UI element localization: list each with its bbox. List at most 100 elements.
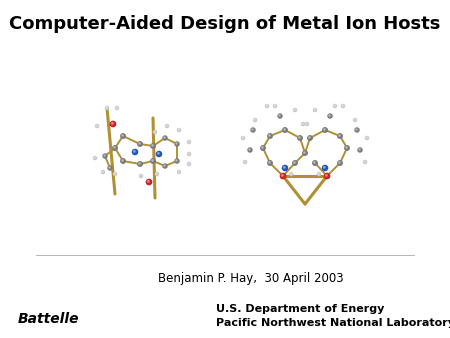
Circle shape	[176, 143, 177, 144]
Circle shape	[308, 136, 312, 140]
Circle shape	[175, 159, 179, 163]
Circle shape	[328, 114, 332, 118]
Circle shape	[269, 135, 270, 136]
Circle shape	[304, 152, 305, 153]
Circle shape	[113, 146, 117, 150]
Circle shape	[157, 151, 162, 156]
Circle shape	[94, 157, 95, 158]
Circle shape	[261, 146, 265, 150]
Circle shape	[95, 124, 99, 127]
Circle shape	[106, 107, 107, 108]
Circle shape	[134, 150, 135, 152]
Circle shape	[283, 165, 288, 171]
Circle shape	[177, 170, 180, 173]
Circle shape	[345, 146, 349, 150]
Circle shape	[266, 105, 267, 106]
Circle shape	[151, 159, 155, 163]
Circle shape	[116, 107, 117, 108]
Circle shape	[94, 156, 97, 160]
Circle shape	[318, 173, 319, 174]
Circle shape	[342, 104, 345, 107]
Circle shape	[156, 173, 157, 174]
Circle shape	[188, 163, 190, 166]
Circle shape	[121, 159, 125, 163]
Circle shape	[188, 141, 189, 142]
Circle shape	[104, 155, 105, 156]
Circle shape	[339, 162, 340, 163]
Circle shape	[269, 162, 270, 163]
Circle shape	[314, 108, 316, 112]
Circle shape	[178, 129, 179, 130]
Circle shape	[284, 166, 285, 168]
Circle shape	[281, 174, 283, 176]
Circle shape	[122, 135, 123, 136]
Circle shape	[188, 163, 189, 164]
Circle shape	[242, 137, 243, 138]
Circle shape	[279, 115, 280, 116]
Circle shape	[338, 161, 342, 165]
Circle shape	[290, 173, 291, 174]
Circle shape	[293, 161, 297, 165]
Circle shape	[293, 108, 297, 112]
Circle shape	[261, 147, 263, 148]
Circle shape	[148, 180, 149, 182]
Circle shape	[342, 105, 343, 106]
Circle shape	[339, 135, 340, 136]
Circle shape	[364, 161, 367, 164]
Circle shape	[317, 172, 320, 175]
Circle shape	[284, 129, 285, 130]
Circle shape	[324, 129, 325, 130]
Circle shape	[314, 162, 315, 163]
Circle shape	[283, 128, 287, 132]
Circle shape	[166, 125, 167, 126]
Circle shape	[158, 152, 159, 154]
Circle shape	[103, 154, 107, 158]
Circle shape	[121, 134, 125, 138]
Circle shape	[333, 104, 337, 107]
Circle shape	[268, 134, 272, 138]
Circle shape	[302, 123, 303, 124]
Circle shape	[112, 122, 113, 124]
Circle shape	[248, 148, 252, 152]
Circle shape	[153, 130, 157, 134]
Circle shape	[114, 173, 115, 174]
Circle shape	[325, 174, 327, 176]
Circle shape	[364, 161, 365, 162]
Circle shape	[114, 147, 115, 148]
Circle shape	[323, 128, 327, 132]
Text: Benjamin P. Hay,  30 April 2003: Benjamin P. Hay, 30 April 2003	[158, 272, 343, 285]
Circle shape	[178, 171, 179, 172]
Circle shape	[139, 163, 140, 164]
Circle shape	[188, 141, 190, 144]
Circle shape	[306, 123, 307, 124]
Circle shape	[116, 106, 118, 110]
Circle shape	[152, 160, 153, 161]
Circle shape	[138, 142, 142, 146]
Circle shape	[132, 149, 138, 154]
Circle shape	[242, 137, 244, 140]
Circle shape	[140, 174, 143, 177]
Circle shape	[146, 179, 152, 185]
Circle shape	[313, 161, 317, 165]
Circle shape	[253, 118, 256, 122]
Circle shape	[105, 106, 108, 110]
Circle shape	[356, 129, 357, 130]
Circle shape	[324, 166, 325, 168]
Circle shape	[244, 161, 245, 162]
Circle shape	[359, 149, 360, 150]
Circle shape	[101, 170, 104, 173]
Circle shape	[164, 165, 165, 166]
Circle shape	[188, 152, 190, 155]
Circle shape	[243, 161, 247, 164]
Circle shape	[164, 137, 165, 138]
Circle shape	[314, 109, 315, 110]
Circle shape	[299, 137, 300, 138]
Circle shape	[139, 143, 140, 144]
Circle shape	[113, 172, 117, 175]
Circle shape	[309, 137, 310, 138]
Circle shape	[306, 122, 309, 125]
Circle shape	[252, 129, 253, 130]
Circle shape	[346, 147, 347, 148]
Circle shape	[166, 124, 169, 127]
Circle shape	[177, 128, 180, 131]
